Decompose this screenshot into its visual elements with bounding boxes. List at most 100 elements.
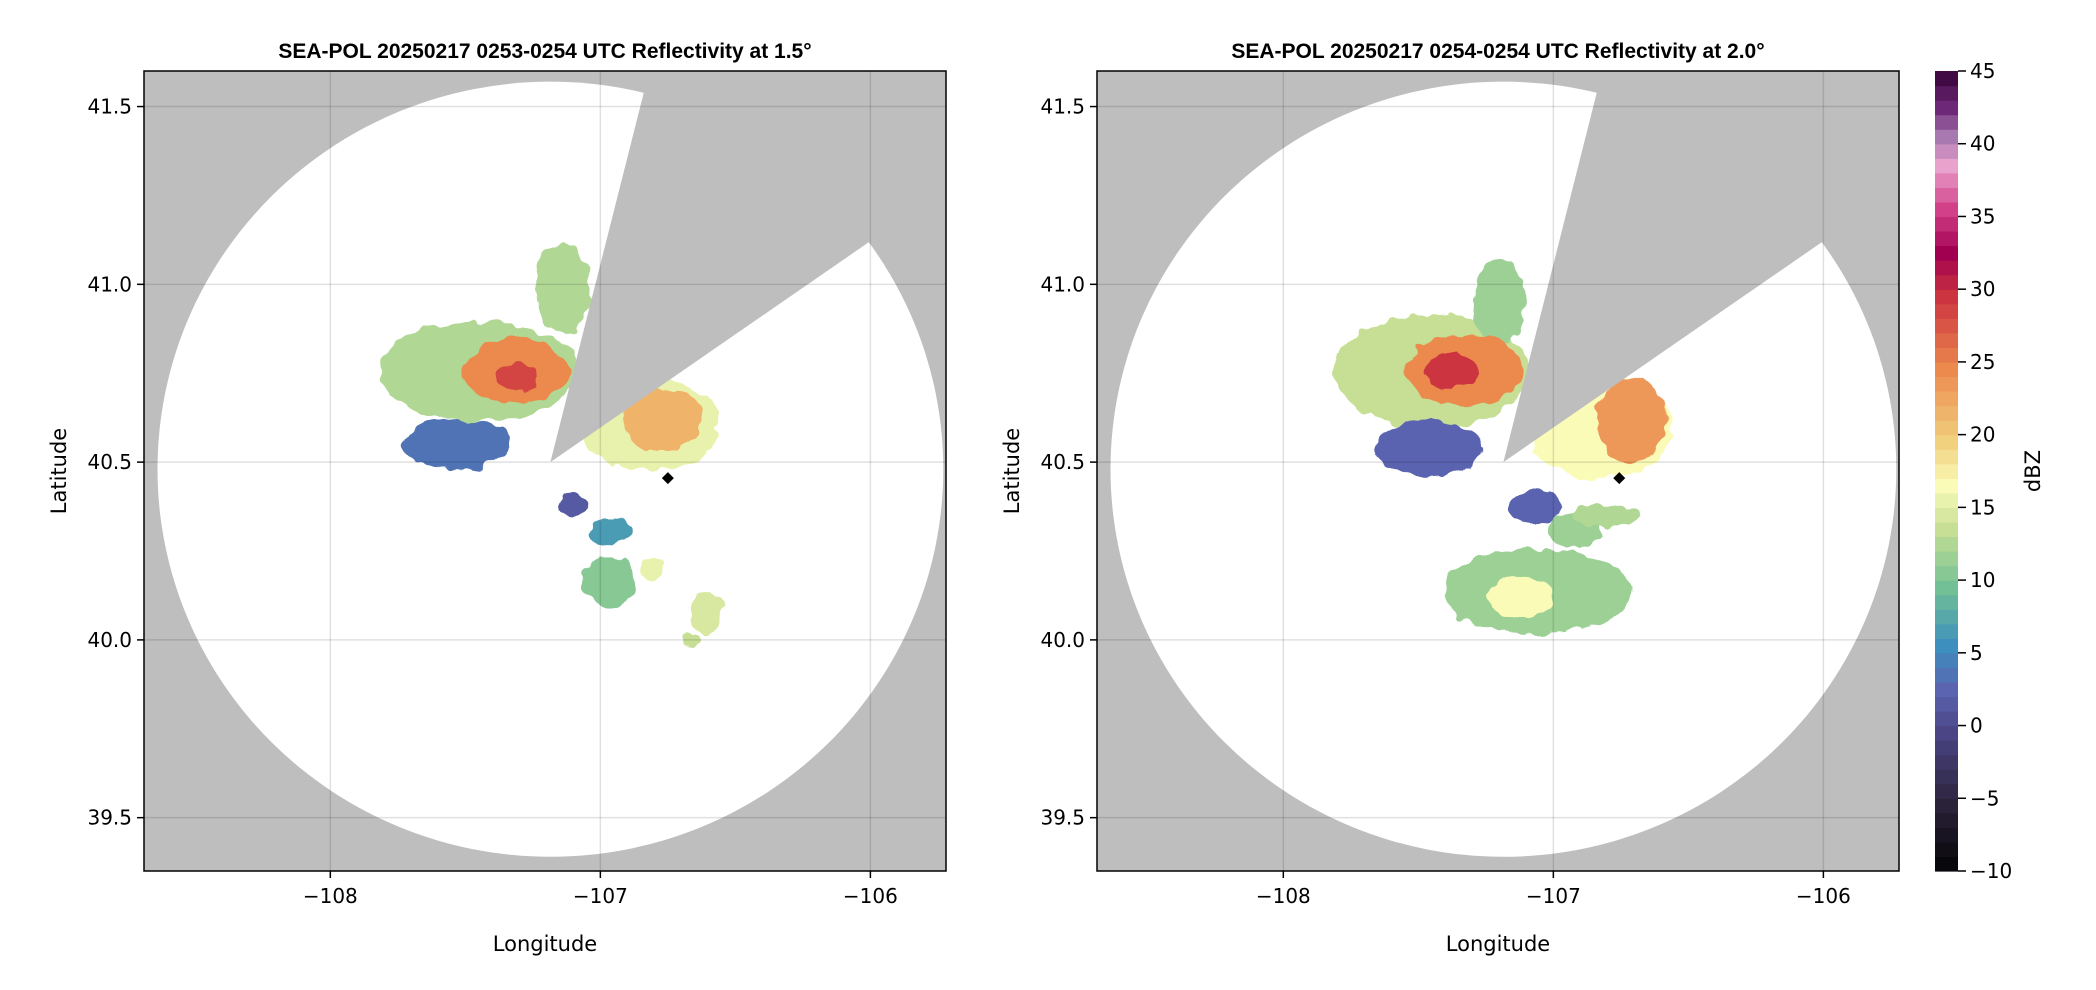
colorbar-bin <box>1935 434 1958 450</box>
x-tick-label: −108 <box>1256 884 1311 908</box>
colorbar-bin <box>1935 827 1958 843</box>
x-tick-label: −107 <box>1526 884 1581 908</box>
colorbar-bin <box>1935 71 1958 87</box>
colorbar-bin <box>1935 740 1958 756</box>
colorbar-bin <box>1935 609 1958 625</box>
colorbar-bin <box>1935 696 1958 712</box>
echo-cell <box>559 494 587 516</box>
colorbar-tick-label: −10 <box>1970 859 2012 883</box>
y-tick-label: 40.5 <box>87 450 132 474</box>
panel-2: −108 −107 −106 39.5 40.0 40.5 41.0 41.5 SEA-POL … <box>1000 40 1900 956</box>
y-tick-label: 40.0 <box>87 628 132 652</box>
colorbar-bin <box>1935 405 1958 421</box>
colorbar-bin <box>1935 623 1958 639</box>
colorbar-bin <box>1935 318 1958 334</box>
echo-cell <box>1375 419 1484 477</box>
colorbar-bin <box>1935 841 1958 858</box>
plot-area <box>1097 71 1899 871</box>
colorbar-bin <box>1935 783 1958 799</box>
colorbar-bin <box>1935 769 1958 785</box>
colorbar-bin <box>1935 551 1958 567</box>
y-tick-label: 40.0 <box>1040 628 1085 652</box>
colorbar-tick-label: 35 <box>1970 204 1995 228</box>
y-axis-label: Latitude <box>1000 428 1024 514</box>
echo-cell <box>621 387 703 452</box>
colorbar-bin <box>1935 361 1958 378</box>
colorbar-bin <box>1935 711 1958 727</box>
echo-cell <box>581 556 636 607</box>
x-tick-label: −106 <box>1796 884 1851 908</box>
location-marker <box>1613 472 1626 485</box>
colorbar-bin <box>1935 332 1958 348</box>
colorbar-bin <box>1935 536 1958 552</box>
colorbar-bin <box>1935 158 1958 174</box>
y-tick-label: 41.5 <box>1040 95 1085 119</box>
colorbar-bin <box>1935 303 1958 319</box>
y-tick-label: 40.5 <box>1040 450 1085 474</box>
echo-cell <box>1472 259 1527 345</box>
panel-1: −108 −107 −106 39.5 40.0 40.5 41.0 41.5 SEA-POL … <box>47 40 947 956</box>
colorbar-bin <box>1935 201 1958 218</box>
colorbar-bin <box>1935 216 1958 232</box>
colorbar-bin <box>1935 100 1958 116</box>
echo-cell <box>689 590 722 633</box>
colorbar-bin <box>1935 798 1958 814</box>
colorbar-bin <box>1935 347 1958 363</box>
colorbar-tick-label: 30 <box>1970 277 1995 301</box>
colorbar-bin <box>1935 652 1958 668</box>
colorbar-bin <box>1935 260 1958 276</box>
colorbar-bin <box>1935 594 1958 610</box>
colorbar-bin <box>1935 725 1958 741</box>
echo-cell <box>1488 575 1554 619</box>
chart-title: SEA-POL 20250217 0253-0254 UTC Reflectiv… <box>278 40 811 63</box>
colorbar-bin <box>1935 856 1958 872</box>
colorbar-bin <box>1935 274 1958 290</box>
echo-cell <box>1596 376 1667 463</box>
colorbar-tick-label: 45 <box>1970 59 1995 83</box>
chart-title: SEA-POL 20250217 0254-0254 UTC Reflectiv… <box>1231 40 1764 63</box>
plot-frame <box>1096 70 1900 872</box>
echo-cell <box>640 558 663 580</box>
colorbar-bin <box>1935 391 1958 407</box>
colorbar-bin <box>1935 580 1958 596</box>
location-marker <box>661 472 674 485</box>
echo-cell <box>1507 490 1562 527</box>
x-tick-label: −106 <box>843 884 898 908</box>
colorbar-tick-label: 0 <box>1970 714 1983 738</box>
colorbar-tick-label: 20 <box>1970 423 1995 447</box>
x-tick-label: −107 <box>573 884 628 908</box>
blocked-sector <box>1503 71 1899 463</box>
colorbar-tick-label: 15 <box>1970 495 1995 519</box>
colorbar-bin <box>1935 289 1958 305</box>
colorbar-bin <box>1935 376 1958 392</box>
y-axis-label: Latitude <box>47 428 71 514</box>
colorbar-tick-label: 10 <box>1970 568 1995 592</box>
colorbar-bin <box>1935 521 1958 538</box>
colorbar-bin <box>1935 681 1958 698</box>
colorbar-bin <box>1935 478 1958 494</box>
colorbar-bin <box>1935 129 1958 145</box>
y-tick-label: 41.5 <box>87 95 132 119</box>
colorbar-bin <box>1935 463 1958 479</box>
colorbar-bin <box>1935 245 1958 261</box>
colorbar-bin <box>1935 231 1958 247</box>
y-tick-label: 41.0 <box>87 272 132 296</box>
colorbar-bin <box>1935 492 1958 508</box>
y-tick-label: 39.5 <box>87 806 132 830</box>
colorbar-bin <box>1935 667 1958 683</box>
colorbar-bin <box>1935 187 1958 203</box>
echo-cell <box>589 516 633 546</box>
x-axis-label: Longitude <box>1446 932 1550 956</box>
echo-cell <box>681 632 698 648</box>
colorbar-bin <box>1935 114 1958 130</box>
colorbar-bin <box>1935 507 1958 523</box>
y-tick-label: 39.5 <box>1040 806 1085 830</box>
colorbar-bin <box>1935 812 1958 828</box>
colorbar-bin <box>1935 449 1958 465</box>
x-axis-label: Longitude <box>493 932 597 956</box>
colorbar-bin <box>1935 565 1958 581</box>
colorbar-bin <box>1935 420 1958 436</box>
colorbar-label: dBZ <box>2021 450 2045 492</box>
x-tick-label: −108 <box>303 884 358 908</box>
